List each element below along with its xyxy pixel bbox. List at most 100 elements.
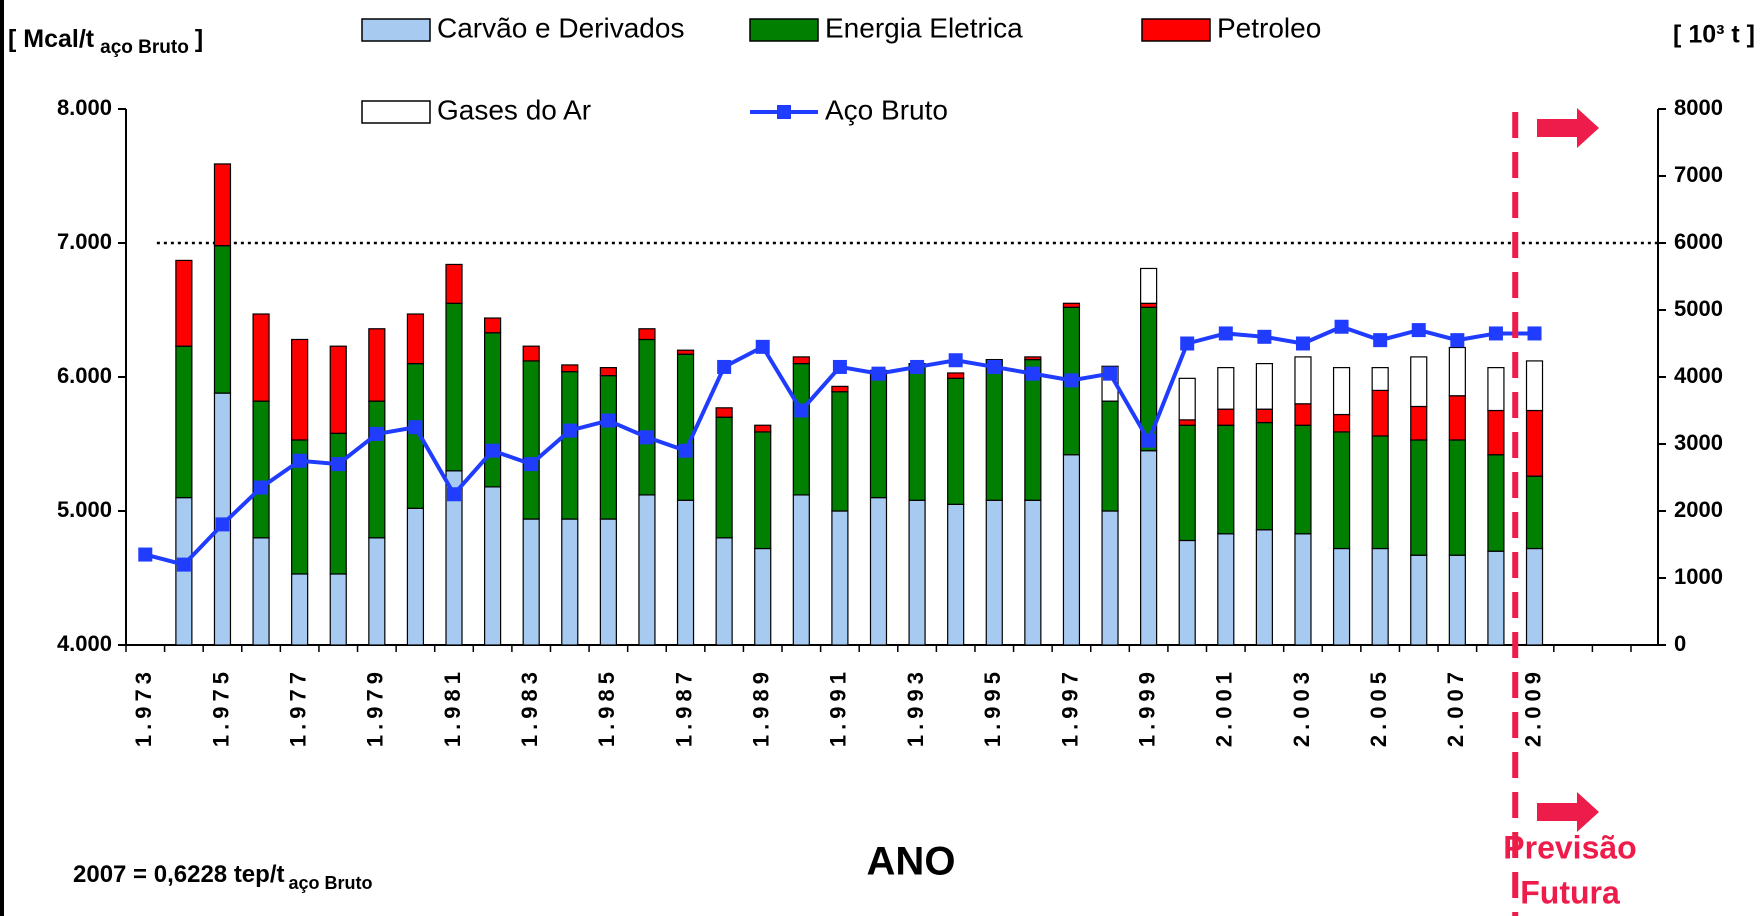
bar-segment	[1332, 413, 1351, 433]
bar-segment	[638, 338, 656, 496]
bar-segment	[792, 494, 810, 646]
x-tick-label: 1.985	[594, 667, 619, 747]
line-marker	[485, 443, 500, 458]
line-marker	[138, 547, 153, 562]
bar-segment	[329, 432, 347, 575]
x-tick-label: 1.983	[517, 667, 542, 747]
x-tick-label: 1.981	[440, 667, 465, 747]
x-tick-label: 1.987	[671, 667, 696, 747]
bar-segment	[1024, 358, 1042, 501]
line-marker	[871, 366, 886, 381]
bar-segment	[1332, 547, 1351, 646]
bar-segment	[1371, 367, 1389, 391]
bar-segment	[754, 431, 772, 550]
x-tick-label: 2.003	[1289, 667, 1314, 747]
bar-segment	[831, 385, 849, 393]
line-marker	[601, 413, 616, 428]
bar-segment	[831, 510, 849, 646]
bar-segment	[1487, 409, 1505, 456]
bar-segment	[1255, 363, 1273, 410]
bar-segment	[985, 358, 1003, 501]
y2-axis-label: [ 10³ t ]	[1673, 21, 1755, 49]
line-marker	[832, 359, 847, 374]
bar-segment	[252, 537, 270, 646]
bar-segment	[213, 245, 232, 394]
y2-tick-label: 6000	[1674, 229, 1723, 254]
bar-segment	[368, 400, 386, 539]
bar-segment	[1487, 550, 1505, 646]
bar-segment	[1487, 454, 1505, 552]
bar-segment	[483, 317, 502, 334]
x-tick-label: 1.999	[1134, 667, 1159, 747]
x-tick-label: 2.009	[1520, 667, 1545, 747]
bar-segment	[1217, 408, 1235, 426]
bar-segment	[445, 302, 463, 472]
legend-marker	[777, 105, 791, 119]
x-tick-label: 1.995	[980, 667, 1005, 747]
line-marker	[1450, 333, 1465, 348]
bar-segment	[1448, 554, 1466, 646]
bar-segment	[947, 377, 965, 505]
bar-segment	[1178, 539, 1196, 646]
line-marker	[1180, 336, 1195, 351]
note-main: 2007 = 0,6228 tep/t	[73, 861, 284, 888]
bar-segment	[252, 400, 270, 539]
bar-segment	[1410, 405, 1428, 441]
bar-segment	[368, 537, 386, 646]
forecast-label: Previsão	[1503, 829, 1636, 865]
y-tick-label: 5.000	[57, 497, 112, 522]
bar-segment	[522, 360, 540, 520]
bar-segment	[1255, 529, 1273, 646]
y2-tick-label: 2000	[1674, 497, 1723, 522]
legend-label: Carvão e Derivados	[437, 12, 684, 43]
bar-segment	[175, 345, 193, 499]
forecast-arrow	[1537, 792, 1599, 832]
bar-segment	[792, 356, 810, 365]
bar-segment	[754, 547, 772, 646]
line-marker	[254, 480, 269, 495]
bar-segment	[599, 367, 617, 377]
line-marker	[755, 339, 770, 354]
legend-swatch	[1141, 18, 1211, 42]
bar-segment	[1101, 510, 1119, 646]
x-tick-label: 1.997	[1057, 667, 1082, 747]
y-axis-label-main: [ Mcal/t	[8, 25, 95, 53]
bar-segment	[831, 391, 849, 512]
bar-segment	[483, 332, 502, 488]
bar-segment	[1178, 424, 1196, 542]
legend-swatch	[361, 18, 431, 42]
x-tick-label: 1.993	[903, 667, 928, 747]
bar-segment	[1448, 346, 1466, 397]
bar-segment	[947, 503, 965, 646]
line-marker	[1334, 319, 1349, 334]
line-marker	[678, 443, 693, 458]
y-axis-label-close: ]	[195, 25, 203, 53]
y2-tick-label: 0	[1674, 631, 1686, 656]
bar-segment	[561, 364, 579, 373]
line-marker	[447, 487, 462, 502]
legend-label: Aço Bruto	[825, 94, 948, 125]
bar-segment	[908, 363, 926, 501]
y-tick-label: 6.000	[57, 363, 112, 388]
bar-segment	[445, 263, 463, 304]
y2-tick-label: 5000	[1674, 296, 1723, 321]
bar-segment	[213, 163, 232, 247]
bar-segment	[483, 486, 502, 646]
bar-segment	[1294, 533, 1312, 646]
bar-segment	[1294, 424, 1312, 535]
bar-segment	[1487, 367, 1505, 412]
bar-segment	[1062, 302, 1081, 308]
forecast-label: Futura	[1520, 874, 1620, 910]
bar-segment	[1101, 400, 1119, 512]
x-tick-label: 1.991	[826, 667, 851, 747]
bar-segment	[1140, 302, 1158, 308]
line-marker	[639, 430, 654, 445]
bar-segment	[368, 328, 386, 402]
bar-segment	[1410, 356, 1428, 408]
bar-segment	[406, 507, 425, 646]
x-tick-label: 2.001	[1212, 667, 1237, 747]
line-marker	[1295, 336, 1310, 351]
bar-segment	[676, 349, 695, 355]
bar-segment	[1525, 409, 1544, 477]
bar-segment	[1140, 267, 1158, 304]
